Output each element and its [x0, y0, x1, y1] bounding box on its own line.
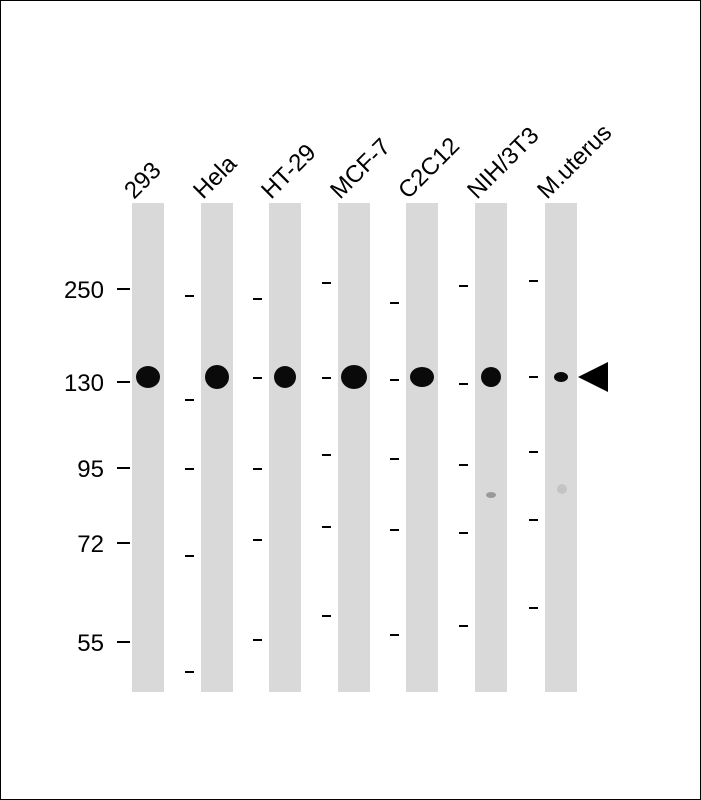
lane — [338, 203, 370, 692]
faint-band — [486, 492, 496, 498]
marker-label: 55 — [77, 630, 104, 657]
band — [481, 367, 501, 387]
band — [341, 365, 367, 389]
marker-label: 72 — [77, 531, 104, 558]
band — [205, 365, 229, 389]
band-arrow — [578, 362, 608, 392]
band — [410, 367, 434, 387]
band — [554, 372, 568, 382]
faint-band — [557, 484, 567, 494]
lane — [406, 203, 438, 692]
band — [274, 366, 296, 388]
marker-label: 95 — [77, 456, 104, 483]
lane — [475, 203, 507, 692]
lane — [201, 203, 233, 692]
lane — [269, 203, 301, 692]
band — [136, 366, 160, 388]
lane — [132, 203, 164, 692]
marker-label: 250 — [64, 277, 104, 304]
lane — [545, 203, 577, 692]
marker-label: 130 — [64, 370, 104, 397]
